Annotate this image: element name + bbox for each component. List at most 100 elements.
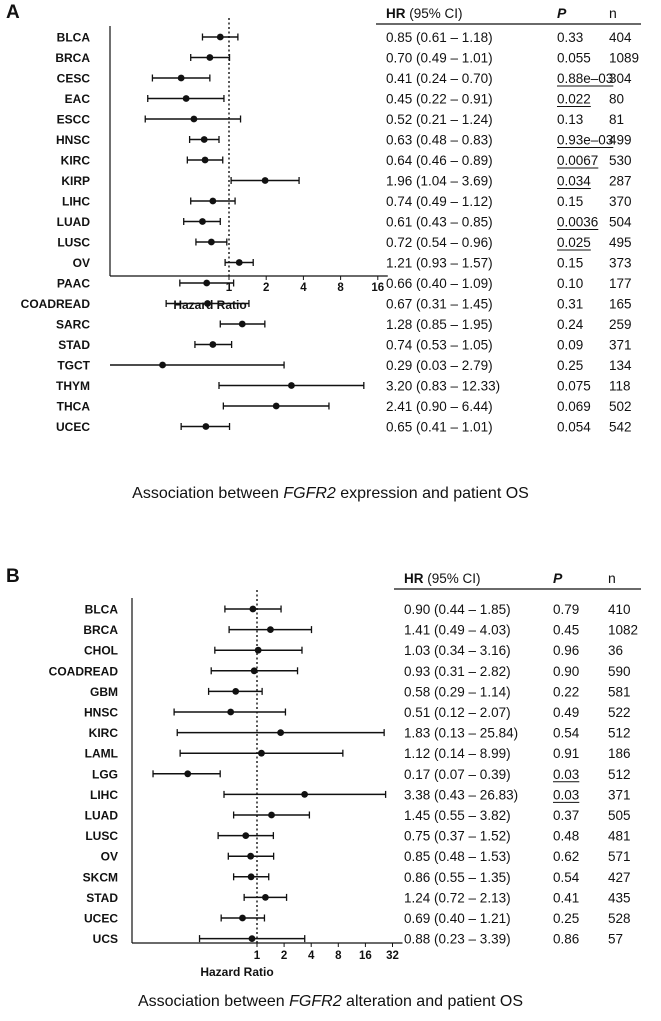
panel-a-row-label: THYM [56, 379, 90, 393]
panel-b-row-label: HNSC [84, 706, 118, 720]
panel-a-row-label: BRCA [55, 51, 90, 65]
panel-b-n-value: 427 [608, 870, 631, 885]
panel-b-hr-ci-text: 0.17 (0.07 – 0.39) [404, 767, 511, 782]
panel-b-n-value: 1082 [608, 623, 638, 638]
panel-a-hr-point [203, 279, 211, 287]
panel-b-hr-point [242, 832, 250, 839]
panel-a-hr-ci-text: 1.28 (0.85 – 1.95) [386, 317, 493, 332]
panel-a-hr-point [288, 382, 295, 389]
panel-b-row-label: COADREAD [49, 664, 119, 678]
panel-a-n-value: 165 [609, 297, 632, 312]
panel-a-row-label: COADREAD [21, 297, 91, 311]
panel-b-hr-ci-text: 0.93 (0.31 – 2.82) [404, 664, 511, 679]
panel-a-header-hr: HR (95% CI) [386, 6, 463, 21]
panel-a-hr-ci-text: 0.65 (0.41 – 1.01) [386, 420, 493, 435]
panel-b-hr-point [254, 646, 262, 654]
panel-b-hr-ci-text: 0.90 (0.44 – 1.85) [404, 602, 511, 617]
panel-a-x-tick-label: 1 [226, 282, 233, 294]
panel-a-hr-ci-text: 0.45 (0.22 – 0.91) [386, 92, 493, 107]
panel-a-n-value: 530 [609, 153, 632, 168]
panel-b-n-value: 481 [608, 829, 631, 844]
panel-b-x-axis-title: Hazard Ratio [200, 965, 273, 979]
panel-b-p-value: 0.41 [553, 890, 579, 905]
panel-a-hr-point [235, 259, 243, 266]
panel-b-n-value: 435 [608, 890, 631, 905]
panel-a-hr-ci-text: 0.29 (0.03 – 2.79) [386, 358, 493, 373]
panel-a-p-value: 0.15 [557, 194, 583, 209]
panel-a-p-value: 0.25 [557, 358, 583, 373]
panel-a-row-label: STAD [58, 338, 90, 352]
panel-a-p-value: 0.24 [557, 317, 584, 332]
panel-b-p-value: 0.48 [553, 829, 579, 844]
panel-b-hr-ci-text: 3.38 (0.43 – 26.83) [404, 787, 518, 802]
panel-a-hr-ci-text: 0.74 (0.53 – 1.05) [386, 338, 493, 353]
caption-b: Association between FGFR2 alteration and… [137, 993, 524, 1010]
panel-b-p-value: 0.96 [553, 643, 579, 658]
panel-b-hr-point [301, 791, 309, 798]
panel-b-hr-ci-text: 0.75 (0.37 – 1.52) [404, 829, 511, 844]
panel-b-row-label: LGG [92, 767, 118, 781]
panel-b-header-hr: HR (95% CI) [404, 571, 481, 586]
panel-a-n-value: 542 [609, 420, 632, 435]
panel-b-hr-ci-text: 0.86 (0.55 – 1.35) [404, 870, 511, 885]
panel-b-p-value: 0.54 [553, 870, 580, 885]
caption-a: Association between FGFR2 expression and… [132, 485, 529, 502]
panel-b-hr-ci-text: 1.45 (0.55 – 3.82) [404, 808, 511, 823]
panel-b-row-label: LAML [85, 747, 118, 761]
panel-a-row-label: UCEC [56, 420, 90, 434]
panel-b-hr-point [249, 605, 257, 613]
panel-b-p-value: 0.45 [553, 623, 579, 638]
panel-b-row-label: CHOL [84, 644, 118, 658]
panel-a-p-value: 0.0036 [557, 215, 598, 230]
panel-b-p-value: 0.03 [553, 767, 579, 782]
panel-b-p-value: 0.37 [553, 808, 579, 823]
panel-a-row-label: ESCC [57, 113, 91, 127]
panel-b-row-label: UCEC [84, 912, 118, 926]
panel-a-hr-ci-text: 0.74 (0.49 – 1.12) [386, 194, 493, 209]
panel-a-hr-point [204, 300, 211, 307]
panel-b-hr-ci-text: 1.03 (0.34 – 3.16) [404, 643, 511, 658]
panel-a-p-value: 0.13 [557, 112, 583, 127]
panel-a-hr-ci-text: 0.64 (0.46 – 0.89) [386, 153, 493, 168]
panel-b-x-tick-label: 2 [281, 950, 287, 962]
panel-a-hr-point [207, 238, 215, 246]
panel-a-x-tick-label: 8 [337, 282, 344, 294]
panel-b-p-value: 0.79 [553, 602, 579, 617]
panel-a-n-value: 404 [609, 30, 632, 45]
panel-a-n-value: 495 [609, 235, 632, 250]
panel-a-hr-point [216, 33, 224, 41]
panel-a-n-value: 370 [609, 194, 632, 209]
panel-a-p-value: 0.054 [557, 420, 591, 435]
panel-a-n-value: 287 [609, 174, 632, 189]
panel-a-hr-ci-text: 0.66 (0.40 – 1.09) [386, 276, 493, 291]
panel-a-hr-ci-text: 0.72 (0.54 – 0.96) [386, 235, 493, 250]
panel-a-hr-point [206, 54, 214, 61]
panel-a-row-label: OV [73, 256, 90, 270]
panel-a-row-label: SARC [56, 318, 90, 332]
panel-a-n-value: 177 [609, 276, 632, 291]
panel-b-hr-ci-text: 1.83 (0.13 – 25.84) [404, 726, 518, 741]
panel-a-row-label: CESC [57, 72, 91, 86]
panel-a-hr-point [261, 177, 269, 184]
panel-b-n-value: 590 [608, 664, 631, 679]
panel-a-p-value: 0.069 [557, 399, 591, 414]
panel-b-header-p: P [553, 570, 563, 586]
panel-a-p-value: 0.0067 [557, 153, 598, 168]
panel-a-row-label: PAAC [57, 277, 90, 291]
panel-b-n-value: 512 [608, 767, 631, 782]
panel-b-hr-point [239, 914, 246, 922]
panel-b-n-value: 512 [608, 726, 631, 741]
panel-b-row-label: UCS [93, 932, 118, 946]
panel-a-p-value: 0.31 [557, 297, 583, 312]
panel-b-hr-ci-text: 1.41 (0.49 – 4.03) [404, 623, 511, 638]
panel-a-hr-ci-text: 0.61 (0.43 – 0.85) [386, 215, 493, 230]
panel-b-n-value: 36 [608, 643, 623, 658]
panel-b-row-label: LUAD [85, 809, 119, 823]
panel-b-x-tick-label: 1 [254, 950, 261, 962]
panel-b-hr-point [277, 729, 285, 736]
panel-b-hr-point [227, 708, 235, 716]
panel-a-p-value: 0.025 [557, 235, 591, 250]
panel-b-hr-point [268, 811, 275, 819]
panel-a-hr-point [202, 423, 210, 430]
panel-a-hr-ci-text: 2.41 (0.90 – 6.44) [386, 399, 493, 414]
